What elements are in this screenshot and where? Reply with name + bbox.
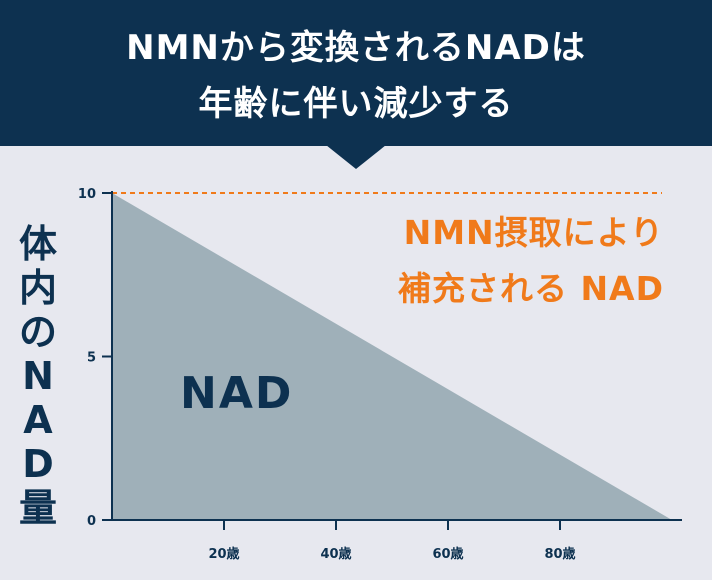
x-tick-label: 40歳: [320, 546, 351, 562]
x-tick-label: 80歳: [544, 546, 575, 562]
y-tick-label: 10: [78, 187, 96, 202]
title-banner-pointer: [326, 145, 386, 169]
y-axis-label-char: の: [18, 310, 57, 354]
y-tick-label: 0: [87, 514, 96, 529]
area-series: [112, 193, 672, 520]
y-tick-label: 5: [87, 351, 96, 366]
y-axis-label-char: 内: [18, 266, 57, 310]
x-tick-label: 20歳: [208, 546, 239, 562]
y-axis-label-char: N: [22, 354, 54, 398]
area-label: NAD: [180, 368, 294, 419]
chart-title-line-2: 年齢に伴い減少する: [198, 84, 514, 124]
title-banner: [0, 0, 712, 146]
reference-line-label-2: 補充される NAD: [397, 269, 664, 308]
y-axis-label-char: 量: [18, 486, 57, 530]
chart-title-line-1: NMNから変換されるNADは: [126, 28, 586, 68]
y-axis-label-char: 体: [18, 222, 57, 266]
x-tick-label: 60歳: [432, 546, 463, 562]
y-axis-label-char: A: [23, 398, 53, 442]
y-axis-label-char: D: [22, 442, 54, 486]
reference-line-label-1: NMN摂取により: [403, 213, 664, 252]
